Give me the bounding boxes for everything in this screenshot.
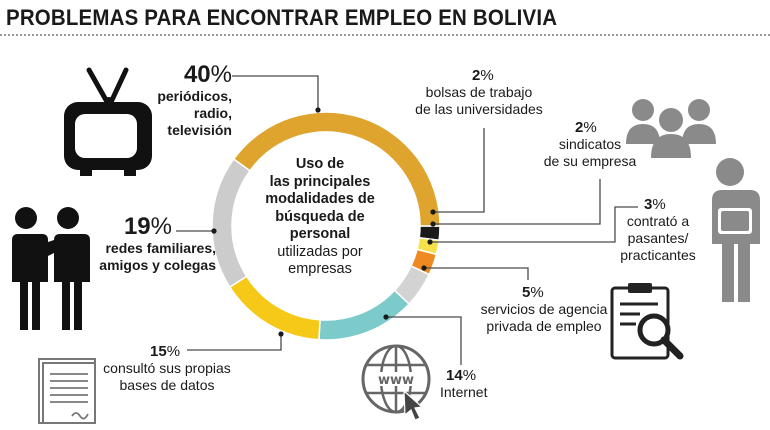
- center-line-3: modalidades de: [265, 191, 375, 207]
- text-sindicatos-2: de su empresa: [543, 153, 637, 169]
- text-periodicos-2: radio,: [193, 105, 232, 121]
- value-sindicatos: 2: [575, 119, 584, 136]
- www-globe-icon: www: [361, 344, 431, 421]
- text-pasantes-2: pasantes/: [627, 230, 689, 246]
- text-bases-1: consultó sus propias: [103, 360, 231, 376]
- television-icon: [64, 67, 152, 176]
- value-bases: 15: [150, 343, 167, 360]
- unit-sindicatos: %: [583, 119, 597, 136]
- leader-dot-pasantes: [427, 239, 433, 245]
- text-periodicos-3: televisión: [167, 122, 232, 138]
- label-bases: 15% consultó sus propias bases de datos: [96, 343, 238, 394]
- center-line-4: búsqueda de: [275, 208, 365, 225]
- unit-periodicos: %: [210, 61, 232, 88]
- text-sindicatos-1: sindicatos: [558, 136, 622, 152]
- donut-slice-periodicos: [232, 111, 441, 227]
- chart-center-text: Uso de las principales modalidades de bú…: [255, 156, 385, 279]
- label-pasantes: 3% contrató a pasantes/ practicantes: [612, 196, 704, 264]
- unit-redes: %: [150, 213, 172, 240]
- donut-slice-bases: [228, 275, 321, 341]
- leader-dot-bases: [278, 331, 284, 337]
- leader-dot-internet: [383, 314, 389, 320]
- value-bolsas: 2: [472, 67, 481, 84]
- leader-lines: [176, 75, 638, 365]
- worker-icon: [710, 158, 760, 302]
- two-people-icon: [10, 207, 90, 330]
- leader-dot-sindicatos: [430, 221, 436, 227]
- center-line-7: empresas: [288, 261, 352, 277]
- leader-sindicatos: [433, 179, 601, 225]
- leader-dot-agencia: [421, 265, 427, 271]
- unit-bolsas: %: [480, 67, 494, 84]
- leader-bolsas: [433, 128, 485, 213]
- value-internet: 14: [446, 367, 463, 384]
- center-line-6: utilizadas por: [277, 243, 363, 260]
- value-periodicos: 40: [183, 61, 211, 88]
- leader-dot-redes: [211, 228, 217, 234]
- title-divider: [0, 34, 770, 36]
- text-bolsas-1: bolsas de trabajo: [425, 84, 533, 100]
- text-pasantes-3: practicantes: [620, 247, 696, 263]
- unit-pasantes: %: [652, 196, 666, 213]
- text-pasantes-1: contrató a: [626, 213, 690, 229]
- text-redes-2: amigos y colegas: [99, 257, 216, 273]
- value-agencia: 5: [522, 284, 531, 301]
- page-title: PROBLEMAS PARA ENCONTRAR EMPLEO EN BOLIV…: [6, 5, 558, 30]
- center-line-1: Uso de: [295, 156, 345, 172]
- label-agencia: 5% servicios de agencia privada de emple…: [474, 284, 614, 335]
- document-icon: [38, 358, 96, 424]
- center-line-5: personal: [289, 226, 351, 242]
- text-periodicos-1: periódicos,: [157, 88, 232, 104]
- label-periodicos: 40% periódicos, radio, televisión: [140, 62, 232, 139]
- label-redes: 19% redes familiares, amigos y colegas: [78, 214, 216, 274]
- text-bolsas-2: de las universidades: [415, 101, 543, 117]
- label-sindicatos: 2% sindicatos de su empresa: [535, 119, 645, 170]
- text-redes-1: redes familiares,: [105, 240, 216, 256]
- leader-pasantes: [430, 206, 638, 243]
- leader-bases: [187, 334, 282, 351]
- value-pasantes: 3: [644, 196, 653, 213]
- unit-internet: %: [462, 367, 477, 384]
- text-bases-2: bases de datos: [119, 377, 215, 393]
- group-icon: [626, 99, 716, 158]
- center-line-2: las principales: [269, 173, 371, 190]
- unit-bases: %: [166, 343, 181, 360]
- text-agencia-1: servicios de agencia: [480, 301, 608, 317]
- svg-text:www: www: [378, 373, 414, 388]
- unit-agencia: %: [530, 284, 544, 301]
- text-internet-1: Internet: [440, 384, 488, 400]
- text-agencia-2: privada de empleo: [486, 318, 602, 334]
- leader-internet: [386, 316, 462, 365]
- leader-agencia: [424, 267, 529, 280]
- leader-dot-bolsas: [430, 209, 436, 215]
- donut-slice-redes: [211, 157, 251, 289]
- label-bolsas: 2% bolsas de trabajo de las universidade…: [404, 67, 554, 118]
- leader-dot-periodicos: [315, 107, 321, 113]
- leader-periodicos: [232, 75, 319, 110]
- value-redes: 19: [123, 213, 151, 240]
- label-internet: 14% Internet: [440, 367, 510, 401]
- donut-slice-internet: [318, 289, 411, 341]
- clipboard-search-icon: [610, 283, 684, 360]
